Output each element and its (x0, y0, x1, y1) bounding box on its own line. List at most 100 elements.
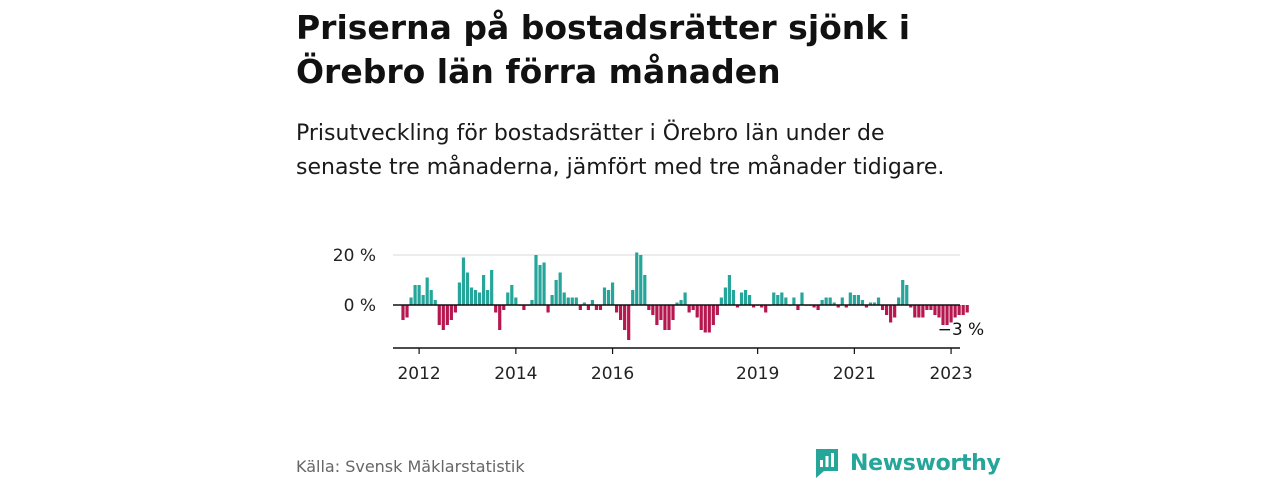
y-tick-label: 0 % (344, 296, 376, 316)
last-value-label: −3 % (938, 320, 985, 340)
bar (840, 297, 844, 305)
bar (735, 305, 740, 308)
bar (667, 305, 671, 330)
bar (486, 290, 490, 305)
x-tick-label: 2019 (736, 364, 779, 384)
bar (856, 295, 860, 305)
bar (691, 305, 695, 310)
bar (747, 295, 752, 305)
bar (409, 297, 413, 305)
bar (401, 305, 405, 320)
bar (494, 305, 498, 313)
bar (558, 272, 562, 305)
bar (885, 305, 889, 315)
bar (530, 300, 534, 305)
bar (631, 290, 635, 305)
chart-subtitle: Prisutveckling för bostadsrätter i Örebr… (296, 121, 945, 180)
bar (550, 295, 554, 305)
bar (743, 290, 748, 305)
bar (635, 252, 639, 305)
bar (457, 282, 462, 305)
bar (514, 297, 518, 305)
bar (614, 305, 619, 313)
bar (752, 305, 756, 308)
bar (566, 297, 570, 305)
bar (703, 305, 707, 333)
tick-labels: 0 % 20 % 2012 2014 2016 2019 2021 2023 −3 % (333, 246, 984, 384)
bar (739, 292, 744, 305)
bar (510, 285, 514, 305)
x-tick-label: 2021 (833, 364, 876, 384)
bar (574, 297, 578, 305)
bar (651, 305, 655, 315)
bar (586, 305, 590, 310)
bar (957, 305, 961, 315)
bar (860, 300, 865, 305)
bar (506, 292, 510, 305)
bar (949, 305, 953, 323)
bar (796, 305, 800, 310)
bar (594, 305, 599, 310)
bar (578, 305, 582, 310)
brand-logo[interactable]: Newsworthy (814, 447, 1001, 479)
bar (498, 305, 502, 330)
bar (824, 297, 828, 305)
bar (441, 305, 445, 330)
bar (598, 305, 603, 310)
bar (727, 275, 732, 305)
bar (433, 300, 437, 305)
bar (610, 282, 615, 305)
bar (953, 305, 957, 318)
bar (933, 305, 937, 315)
bar (893, 305, 897, 318)
bar (683, 292, 687, 305)
bar (675, 302, 679, 305)
bar (876, 297, 881, 305)
bar (872, 302, 877, 305)
bar (445, 305, 449, 325)
bar (913, 305, 917, 318)
bar (961, 305, 965, 315)
bar (405, 305, 409, 318)
bar (502, 305, 506, 310)
bar (816, 305, 820, 310)
bar (965, 305, 969, 313)
bar (909, 305, 913, 308)
bar (941, 305, 945, 325)
bar (868, 302, 873, 305)
bar (425, 277, 429, 305)
axes (393, 304, 960, 354)
bar (719, 297, 723, 305)
bar (905, 285, 909, 305)
x-tick-label: 2016 (591, 364, 634, 384)
bar (437, 305, 441, 325)
bar (832, 302, 836, 305)
bar (663, 305, 667, 330)
bar (679, 300, 683, 305)
bar (473, 290, 478, 305)
bar (554, 280, 558, 305)
bars (401, 252, 969, 340)
bar (477, 292, 482, 305)
bar (671, 305, 675, 320)
bar (800, 292, 804, 305)
x-tick-label: 2023 (929, 364, 972, 384)
bar (921, 305, 925, 318)
bar (828, 297, 832, 305)
bar (820, 300, 824, 305)
bar (590, 300, 595, 305)
bar (925, 305, 929, 310)
bar (538, 265, 542, 305)
bar (784, 297, 788, 305)
bar (945, 305, 949, 325)
bar (812, 305, 816, 308)
bar (715, 305, 719, 315)
bar (643, 275, 647, 305)
bar (647, 305, 651, 310)
bar (453, 305, 457, 313)
bar (461, 257, 466, 305)
bar (780, 292, 784, 305)
bar (449, 305, 453, 320)
